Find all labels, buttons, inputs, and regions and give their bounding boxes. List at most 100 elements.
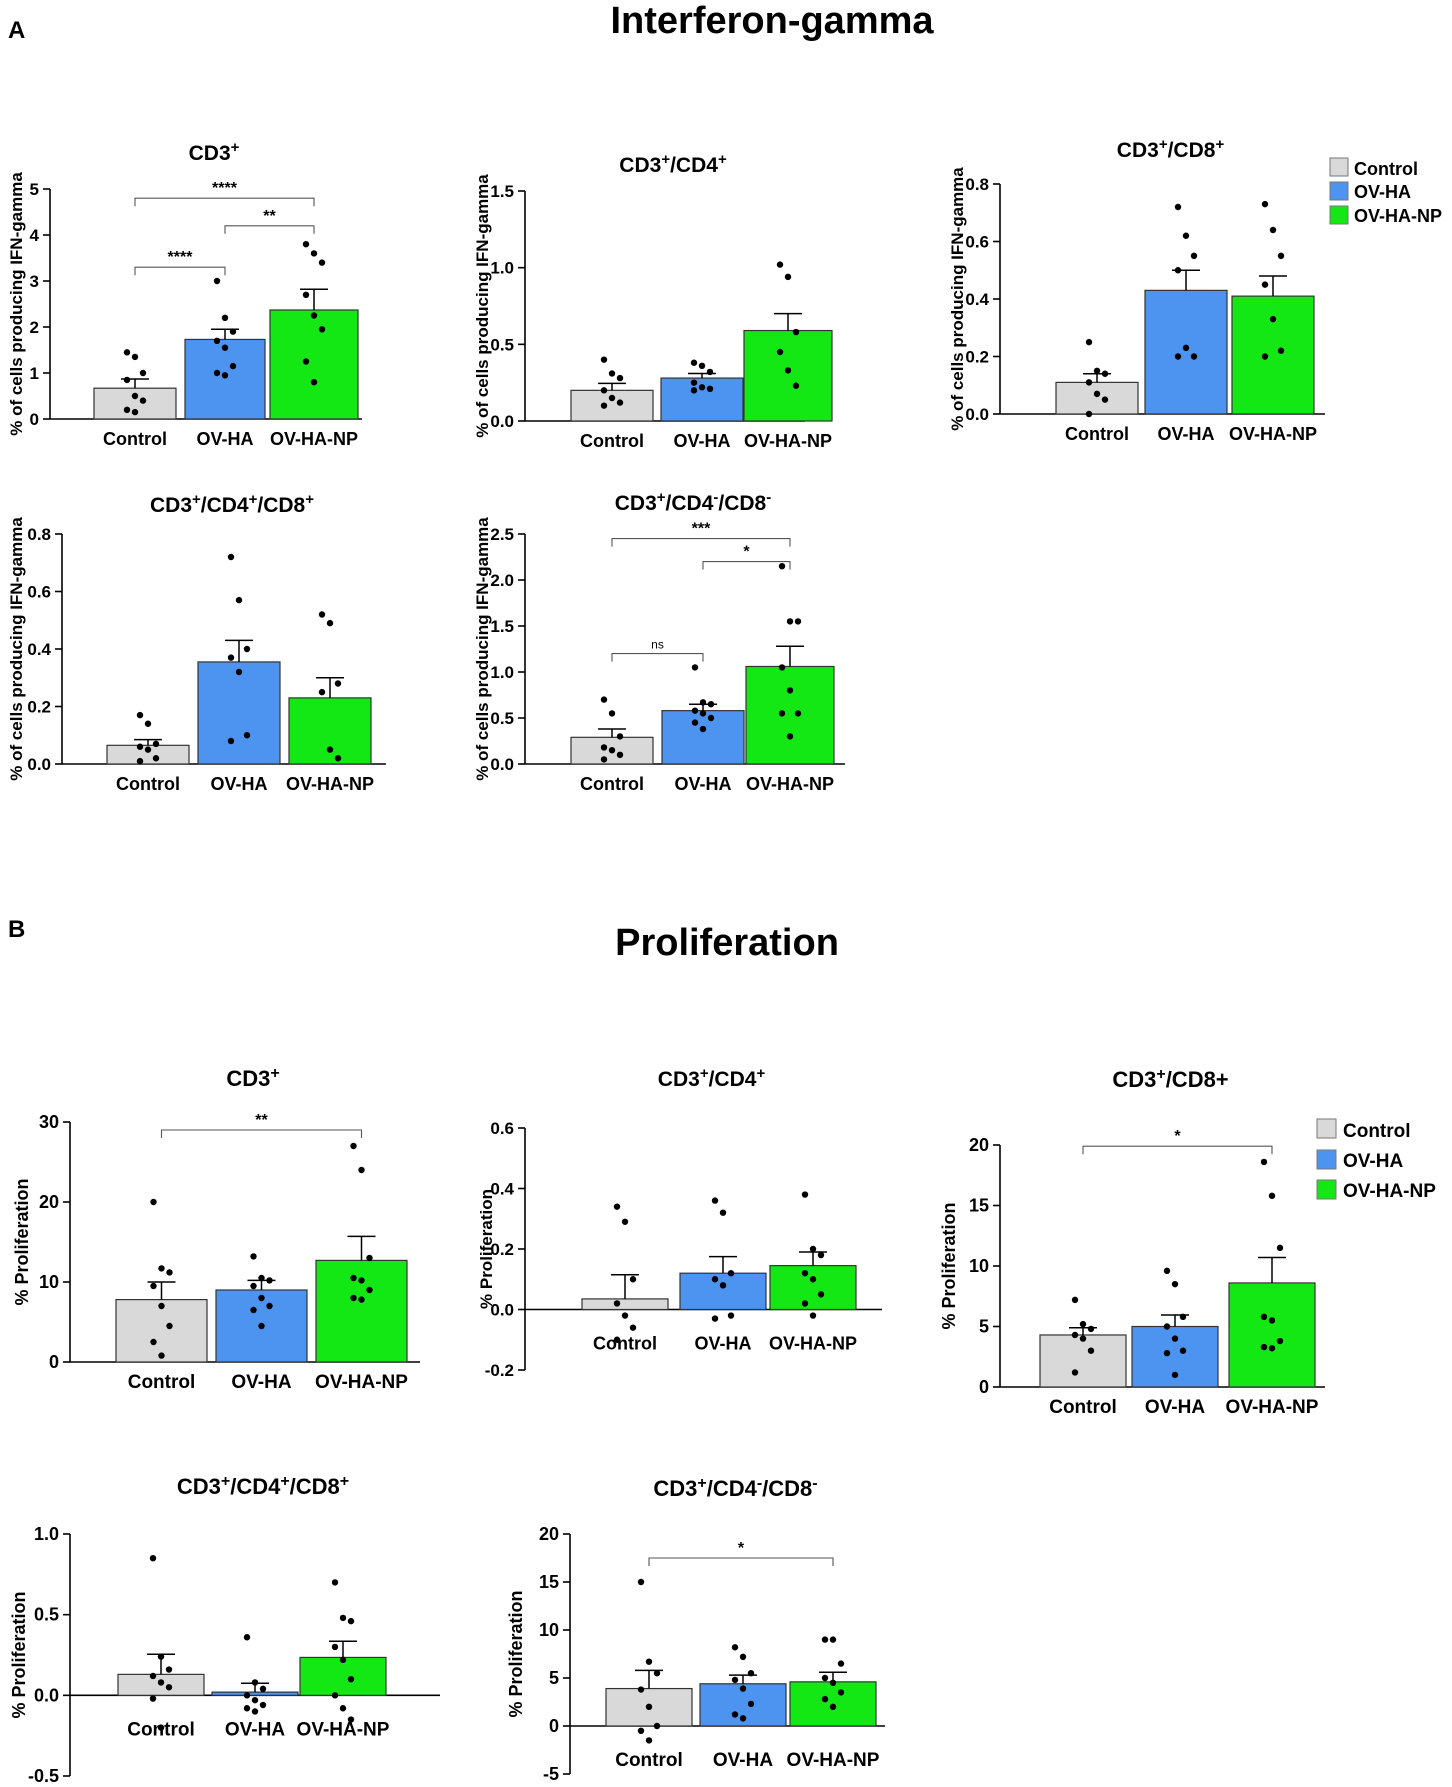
data-point (243, 732, 251, 739)
y-axis-label: % of cells producing IFN-gamma (473, 174, 492, 438)
y-tick-label: 0.6 (27, 583, 51, 602)
data-point (1182, 344, 1190, 352)
chart-title-part: CD3 (615, 492, 657, 515)
y-tick-label: 0.0 (965, 405, 989, 424)
data-point (616, 751, 624, 758)
section-b-title: Proliferation (615, 922, 839, 964)
chart-title-part: CD3 (177, 1474, 221, 1499)
legend-b-ovhanp-label: OV-HA-NP (1343, 1181, 1436, 1202)
data-point (1261, 353, 1269, 360)
data-point (699, 710, 707, 717)
chart-title-sup: - (713, 489, 718, 506)
bar-ov-ha-np (315, 1259, 408, 1363)
x-category-label: Control (593, 1334, 657, 1354)
data-point (1276, 1244, 1284, 1252)
data-point (621, 1312, 629, 1319)
data-point (1101, 370, 1109, 377)
chart-title: CD3+/CD4+/CD8+ (150, 491, 314, 518)
legend-b-control-label: Control (1343, 1121, 1411, 1142)
chart-ifn-cd3-dn: CD3+/CD4-/CD8-% of cells producing IFN-g… (473, 489, 845, 794)
data-point (235, 596, 243, 604)
data-point (326, 746, 334, 753)
data-point (776, 348, 784, 356)
x-category-label: OV-HA (1145, 1397, 1205, 1418)
data-point (778, 664, 786, 671)
data-point (711, 1276, 719, 1283)
y-tick-label: 5 (549, 1668, 559, 1688)
bar-ov-ha-np (269, 309, 359, 420)
bar-ov-ha (211, 1691, 299, 1696)
x-category-label: Control (103, 429, 167, 449)
chart-title: CD3+/CD4+/CD8+ (177, 1473, 349, 1500)
legend-b-control-swatch (1316, 1118, 1337, 1139)
significance-bracket (702, 561, 791, 570)
data-point (608, 394, 616, 402)
bar-ov-ha-np (299, 1656, 387, 1696)
y-tick-label: 2.5 (490, 525, 514, 544)
x-category-label: OV-HA-NP (1226, 1397, 1319, 1418)
data-point (1093, 367, 1101, 375)
bar-ov-ha-np (743, 329, 833, 422)
chart-title-sup: + (697, 1475, 706, 1492)
data-point (123, 406, 131, 413)
significance-label: ** (255, 1112, 268, 1129)
data-point (821, 1674, 829, 1682)
data-point (251, 1708, 259, 1715)
data-point (699, 699, 707, 706)
data-point (809, 1312, 817, 1319)
y-tick-label: 0.6 (965, 233, 989, 252)
data-point (691, 664, 699, 671)
significance-bracket (134, 197, 315, 207)
data-point (1276, 1337, 1284, 1345)
data-point (1087, 1325, 1095, 1333)
legend-a-ovhanp-swatch (1329, 205, 1349, 225)
data-point (637, 1578, 645, 1586)
data-point (739, 1685, 747, 1692)
data-point (347, 1716, 355, 1723)
chart-title: CD3+/CD4+ (619, 151, 727, 178)
data-point (731, 1676, 739, 1684)
chart-title-sup: + (340, 1473, 349, 1490)
data-point (613, 1336, 621, 1343)
y-tick-label: 1.0 (490, 663, 514, 682)
data-point (229, 328, 237, 335)
data-point (1261, 200, 1269, 208)
data-point (123, 349, 131, 356)
data-point (144, 746, 152, 753)
chart-title-part: CD3 (653, 1476, 697, 1501)
data-point (776, 261, 784, 268)
data-point (837, 1660, 845, 1667)
section-a-title: Interferon-gamma (610, 0, 934, 42)
data-point (794, 710, 802, 717)
data-point (1277, 252, 1285, 260)
y-tick-label: 20 (39, 1192, 59, 1212)
x-category-label: Control (1065, 424, 1129, 444)
data-point (229, 362, 237, 370)
data-point (318, 611, 326, 618)
x-category-label: OV-HA-NP (744, 431, 832, 451)
y-tick-label: 0.6 (490, 1119, 514, 1138)
data-point (243, 645, 251, 653)
data-point (1277, 347, 1285, 354)
x-category-label: OV-HA (673, 431, 730, 451)
data-point (645, 1703, 653, 1711)
y-tick-label: 0 (30, 410, 39, 429)
chart-title-sup: + (756, 1065, 765, 1082)
chart-title-part: CD3 (226, 1066, 270, 1091)
section-a-letter: A (8, 17, 25, 44)
data-point (150, 1198, 157, 1206)
y-tick-label: 2 (30, 318, 39, 337)
significance-bracket (1082, 1145, 1273, 1155)
data-point (243, 1705, 251, 1712)
x-category-label: Control (127, 1719, 195, 1740)
data-point (339, 1614, 347, 1622)
data-point (837, 1689, 845, 1696)
x-category-label: OV-HA-NP (315, 1372, 408, 1393)
chart-prolif-cd3-dn: CD3+/CD4-/CD8-% Proliferation-505101520C… (506, 1475, 885, 1784)
data-point (251, 1696, 259, 1704)
bar-ov-ha-np (288, 697, 372, 765)
data-point (1260, 1158, 1268, 1166)
y-tick-label: 0.2 (490, 1240, 514, 1259)
data-point (266, 1277, 273, 1284)
